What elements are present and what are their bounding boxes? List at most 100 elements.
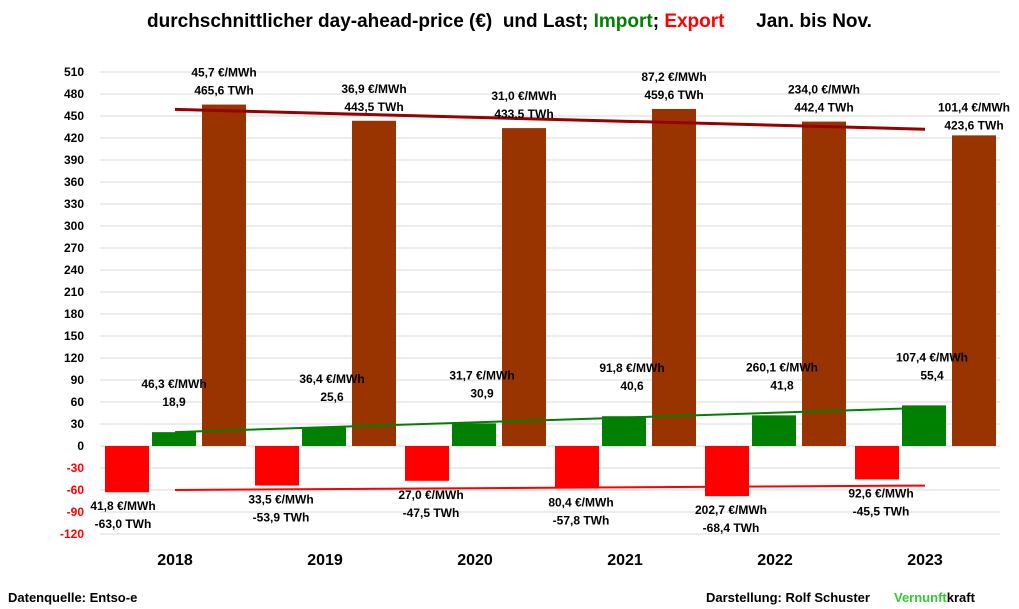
bars <box>105 104 996 497</box>
import-data-label: 31,7 €/MWh <box>449 368 514 382</box>
y-tick-label: 510 <box>64 65 84 79</box>
gridlines <box>100 71 1000 535</box>
x-tick-label: 2023 <box>907 552 943 569</box>
load-bar <box>352 120 396 447</box>
export-bar <box>405 446 449 481</box>
import-data-label: 41,8 <box>770 378 794 392</box>
load-bar <box>802 121 846 446</box>
title-sep: ; <box>652 11 665 32</box>
y-tick-label: -60 <box>67 483 85 497</box>
import-bar <box>302 427 346 446</box>
load-data-label: 87,2 €/MWh <box>641 70 706 84</box>
y-tick-label: 0 <box>77 439 84 453</box>
import-bar <box>902 405 946 446</box>
y-tick-label: 210 <box>64 285 84 299</box>
export-data-label: -47,5 TWh <box>403 506 460 520</box>
export-bar <box>255 446 299 486</box>
y-axis: 5104804504203903603303002702402101801501… <box>60 65 84 541</box>
load-data-label: 442,4 TWh <box>794 101 853 115</box>
y-tick-label: 480 <box>64 87 84 101</box>
x-tick-label: 2020 <box>457 552 493 569</box>
export-bar <box>855 446 899 480</box>
export-bar <box>555 446 599 489</box>
x-tick-label: 2018 <box>157 552 193 569</box>
y-tick-label: 450 <box>64 109 84 123</box>
import-data-label: 40,6 <box>620 379 644 393</box>
export-data-label: 92,6 €/MWh <box>848 486 913 500</box>
import-data-label: 260,1 €/MWh <box>746 360 818 374</box>
import-bar <box>452 423 496 446</box>
title-period: Jan. bis Nov. <box>724 11 872 32</box>
brand-part-a: Vernunft <box>894 590 947 605</box>
data-source: Datenquelle: Entso-e <box>8 590 138 605</box>
load-data-label: 465,6 TWh <box>194 84 253 98</box>
load-bar <box>202 104 246 446</box>
export-data-label: 80,4 €/MWh <box>548 495 613 509</box>
export-data-label: 202,7 €/MWh <box>695 503 767 517</box>
trendlines <box>174 107 926 491</box>
import-data-label: 30,9 <box>470 386 494 400</box>
data-labels: 41,8 €/MWh -63,0 TWh 33,5 €/MWh -53,9 TWh 27… <box>90 66 1010 536</box>
export-data-label: -68,4 TWh <box>703 521 760 535</box>
export-data-label: -57,8 TWh <box>553 513 610 527</box>
load-bar <box>952 135 996 447</box>
y-tick-label: -30 <box>67 461 85 475</box>
brand-part-b: kraft <box>946 590 975 605</box>
y-tick-label: 180 <box>64 307 84 321</box>
load-bar <box>502 128 546 446</box>
load-data-label: 443,5 TWh <box>344 100 403 114</box>
y-tick-label: 390 <box>64 153 84 167</box>
y-tick-label: 270 <box>64 241 84 255</box>
load-data-label: 423,6 TWh <box>944 118 1003 132</box>
import-trendline <box>174 406 926 434</box>
y-tick-label: 150 <box>64 329 84 343</box>
load-trendline <box>174 107 926 131</box>
load-bar <box>652 108 696 447</box>
import-data-label: 18,9 <box>162 395 186 409</box>
y-tick-label: 90 <box>71 373 85 387</box>
import-data-label: 46,3 €/MWh <box>141 377 206 391</box>
import-data-label: 36,4 €/MWh <box>299 372 364 386</box>
y-tick-label: 360 <box>64 175 84 189</box>
load-data-label: 31,0 €/MWh <box>491 89 556 103</box>
export-trendline <box>174 484 926 491</box>
import-data-label: 55,4 <box>920 368 944 382</box>
y-tick-label: 120 <box>64 351 84 365</box>
load-data-label: 234,0 €/MWh <box>788 83 860 97</box>
y-tick-label: -120 <box>60 527 84 541</box>
import-data-label: 25,6 <box>320 390 344 404</box>
y-tick-label: 240 <box>64 263 84 277</box>
export-data-label: 41,8 €/MWh <box>90 499 155 513</box>
y-tick-label: 60 <box>71 395 85 409</box>
y-tick-label: 420 <box>64 131 84 145</box>
export-data-label: 27,0 €/MWh <box>398 488 463 502</box>
credit: Darstellung: Rolf Schuster <box>706 590 870 605</box>
bar-chart: 5104804504203903603303002702402101801501… <box>60 65 1010 569</box>
import-data-label: 91,8 €/MWh <box>599 361 664 375</box>
y-tick-label: 330 <box>64 197 84 211</box>
load-data-label: 101,4 €/MWh <box>938 100 1010 114</box>
export-data-label: 33,5 €/MWh <box>248 493 313 507</box>
title-export: Export <box>664 11 725 32</box>
export-data-label: -63,0 TWh <box>95 517 152 531</box>
chart-title: durchschnittlicher day-ahead-price (€) u… <box>0 11 1019 33</box>
y-tick-label: 300 <box>64 219 84 233</box>
export-bar <box>105 446 149 493</box>
brand-logo: Vernunftkraft <box>894 590 975 605</box>
load-data-label: 459,6 TWh <box>644 88 703 102</box>
x-tick-label: 2019 <box>307 552 343 569</box>
x-tick-label: 2022 <box>757 552 793 569</box>
import-data-label: 107,4 €/MWh <box>896 350 968 364</box>
load-data-label: 36,9 €/MWh <box>341 82 406 96</box>
export-data-label: -53,9 TWh <box>253 511 310 525</box>
import-bar <box>752 415 796 446</box>
import-bar <box>152 432 196 446</box>
x-axis: 2018 2019 2020 2021 2022 2023 <box>157 552 943 569</box>
import-bar <box>602 416 646 446</box>
export-data-label: -45,5 TWh <box>853 504 910 518</box>
title-import: Import <box>593 11 653 32</box>
title-main: durchschnittlicher day-ahead-price (€) u… <box>147 11 594 32</box>
load-data-label: 45,7 €/MWh <box>191 66 256 80</box>
y-tick-label: 30 <box>71 417 85 431</box>
export-bar <box>705 446 749 497</box>
